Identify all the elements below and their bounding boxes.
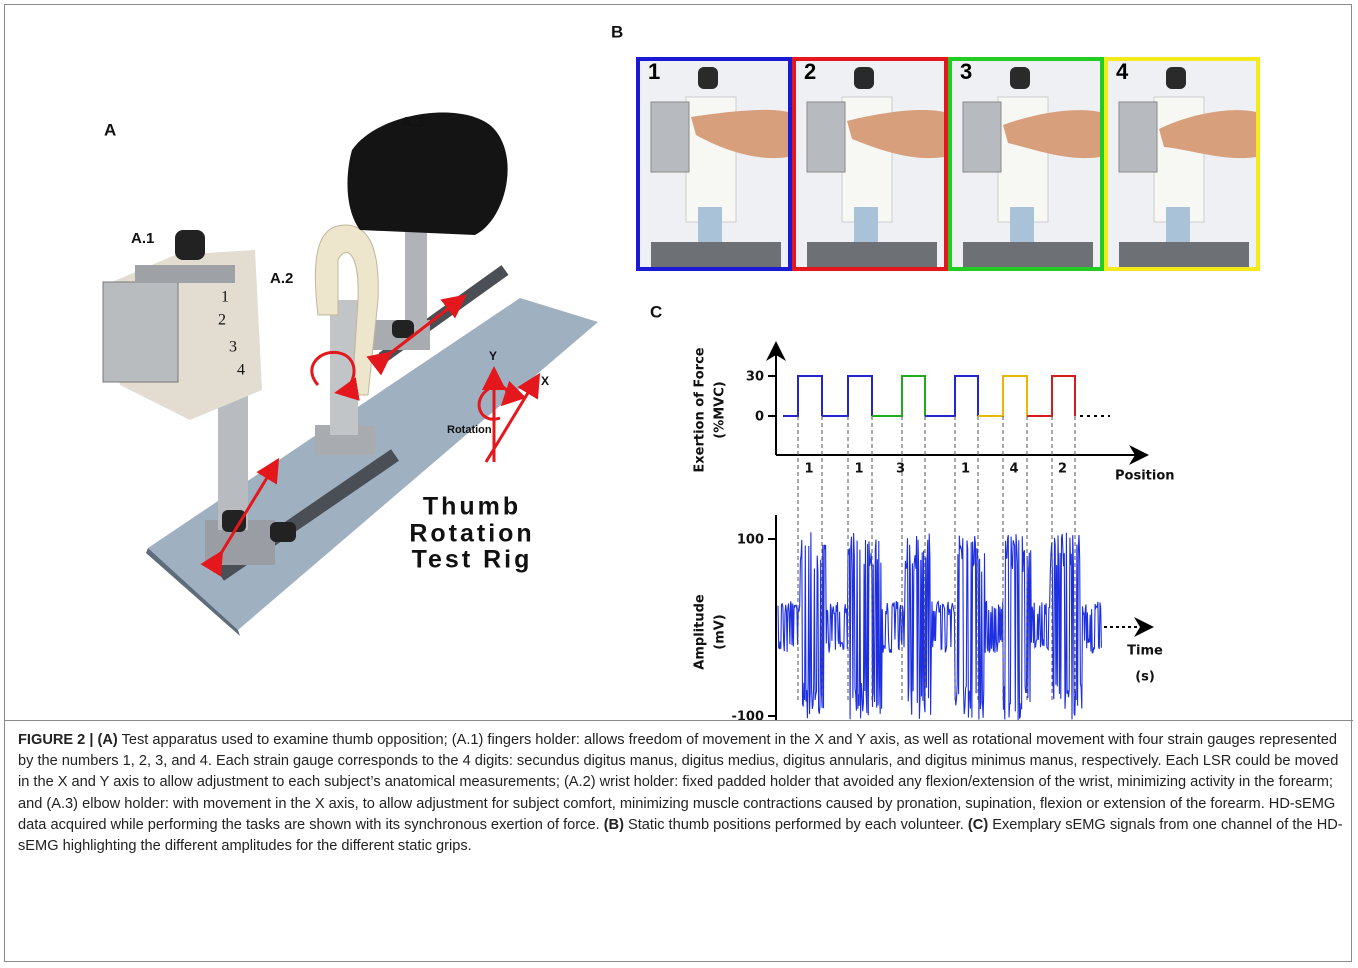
force-steps: 1 1 3 1 4 2 [783,375,1076,700]
rig-title: Rotation [409,520,534,548]
time-axis-label: Time [1127,644,1163,659]
figure-caption: FIGURE 2 | (A) Test apparatus used to ex… [18,730,1343,857]
base [807,242,937,267]
amplitude-axis-label: Amplitude [693,594,708,670]
force-step [978,375,1028,417]
amplitude-tick-label: -100 [731,710,764,721]
gauge-number: 4 [237,362,245,379]
panel-c [766,341,1154,720]
base [651,242,781,267]
hand [1003,110,1100,159]
frame-border [792,57,948,271]
x-arrow [200,457,280,577]
segment-text: Test apparatus used to examine thumb opp… [18,732,1339,833]
gauge-number: 2 [218,312,226,329]
caption-separator [5,720,1353,721]
position-number: 1 [648,59,660,84]
force-step [872,375,926,417]
x-axis-arrow [484,372,541,463]
panel-label: B [611,22,623,41]
position-axis-label: Position [1115,469,1175,484]
plate-edge [146,548,240,636]
gauge-block [806,101,846,173]
rotation-arrow [310,350,360,401]
hand [691,109,788,159]
force-step [822,375,873,417]
segment-label: (B) [603,816,624,833]
gauge-number: 1 [221,289,229,306]
position-photo: 3 [948,57,1104,271]
segment-text: Exemplary sEMG signals from one channel … [18,816,1343,855]
hand [847,110,944,159]
rig-title: Test Rig [412,546,533,574]
part-label: A.2 [270,270,293,287]
position-photo: 1 [636,57,792,271]
gauge-block [962,101,1002,173]
position-photo: 4 [1104,57,1260,271]
force-step [783,375,823,417]
axis-letter: Y [489,349,497,363]
position-number: 3 [960,59,972,84]
knob [854,67,874,89]
segment-label: (A) [97,732,118,748]
elbow-holder [347,112,508,235]
rotation-arrow [477,380,527,421]
emg-trace [777,532,1102,720]
position-photo: 2 [792,57,948,271]
figure-border [4,4,1352,962]
force-step [925,375,979,417]
position-number: 4 [1116,59,1129,84]
axis-letter: X [541,374,549,388]
position-label: 3 [896,462,905,477]
frame-border [1104,57,1260,271]
amplitude-axis-label: (mV) [713,614,728,650]
knob [698,67,718,89]
position-number: 2 [804,59,816,84]
force-tick-label: 0 [755,410,764,425]
segment-text: Static thumb positions performed by each… [623,816,964,833]
gauge-number: 3 [229,339,237,356]
figure: A B C A.1 A.2 A.3 1 2 3 4 Y X Rotation T… [102,22,1260,721]
knob [392,320,414,338]
knob [1166,67,1186,89]
force-tick-label: 30 [746,370,764,385]
part-label: A.3 [401,114,424,131]
time-axis-label: (s) [1135,670,1155,685]
gauge-block [1118,101,1158,173]
gauge-block [102,281,179,383]
force-axis-label: Exertion of Force [693,347,708,472]
force-axis-label: (%MVC) [713,381,728,438]
segment-label: (C) [967,816,989,833]
frame-border [948,57,1104,271]
holder-top [135,265,235,283]
position-label: 1 [961,462,970,477]
position-label: 1 [854,462,863,477]
knob [270,522,296,542]
force-step [1027,375,1076,417]
base [963,242,1093,267]
frame-border [636,57,792,271]
caption-segments: (A) Test apparatus used to examine thumb… [18,732,1343,854]
rotation-label: Rotation [447,424,492,436]
figure-label: FIGURE 2 | [18,732,94,748]
panel-label: A [104,120,116,139]
knob [175,230,205,260]
wrist-strap [314,224,379,396]
gauge-block [650,101,690,173]
panel-label: C [650,302,662,321]
hand [1159,110,1256,159]
position-label: 1 [804,462,813,477]
x-arrow [366,294,467,376]
amplitude-tick-label: 100 [737,533,764,548]
part-label: A.1 [131,230,154,247]
rig-title: Thumb [423,493,521,521]
position-label: 4 [1009,462,1018,477]
knob [1010,67,1030,89]
position-label: 2 [1058,462,1067,477]
base [1119,242,1249,267]
rig-photo [102,112,598,636]
emg-signal [777,532,1102,720]
